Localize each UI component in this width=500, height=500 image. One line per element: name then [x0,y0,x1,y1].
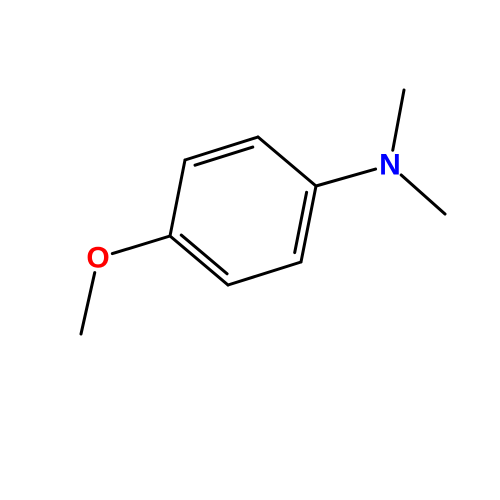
atoms-layer: ON [86,149,401,275]
bond [170,160,185,236]
bond [316,169,376,186]
bonds-layer [81,90,445,334]
bond [393,90,404,150]
bond [81,273,95,334]
bond [228,262,301,285]
bond [301,186,316,262]
bond [170,236,228,285]
bond [112,236,170,254]
bond [401,175,445,214]
bond [258,137,316,186]
nitrogen-atom-label: N [379,149,401,182]
bond [181,235,227,274]
chemical-structure-diagram: ON [0,0,500,500]
bond [195,147,253,165]
oxygen-atom-label: O [86,242,109,275]
